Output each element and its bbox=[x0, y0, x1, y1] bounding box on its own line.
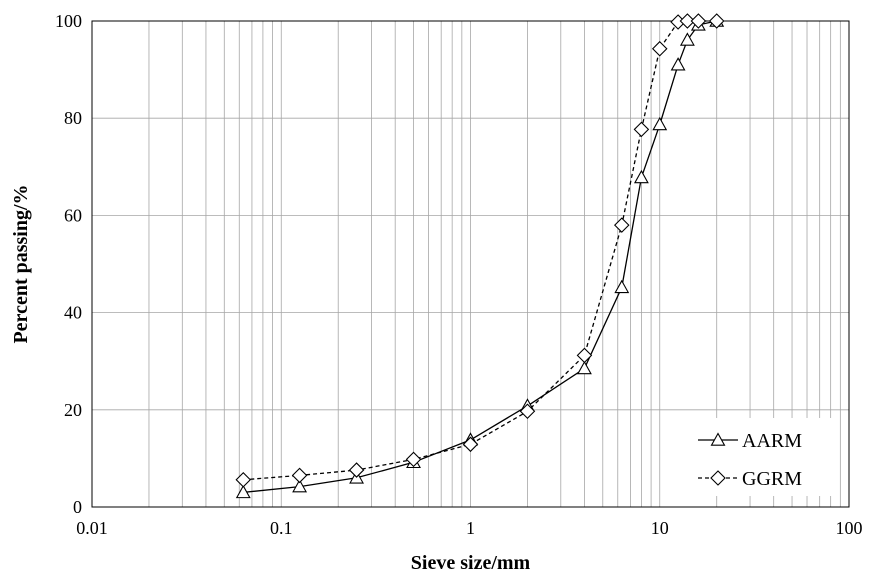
legend-entry: GGRM bbox=[698, 468, 802, 490]
series-ggrm bbox=[235, 13, 725, 488]
x-tick-label: 10 bbox=[651, 518, 669, 538]
y-tick-label: 40 bbox=[64, 303, 82, 323]
data-point-ggrm bbox=[708, 13, 725, 29]
data-point-ggrm bbox=[462, 436, 479, 453]
data-point-ggrm bbox=[519, 403, 536, 420]
data-point-aarm bbox=[235, 484, 251, 499]
legend-entry: AARM bbox=[698, 430, 802, 452]
legend-label: AARM bbox=[742, 430, 802, 452]
x-axis-tick-labels: 0.01 0.1 1 10 100 bbox=[76, 518, 862, 538]
data-series bbox=[235, 13, 725, 499]
data-point-ggrm bbox=[291, 467, 308, 484]
y-tick-label: 100 bbox=[55, 11, 82, 31]
data-point-ggrm bbox=[679, 13, 696, 29]
plot-area-frame bbox=[91, 20, 850, 508]
legend-label: GGRM bbox=[742, 468, 802, 490]
series-line-ggrm bbox=[243, 20, 717, 481]
data-point-aarm bbox=[670, 57, 686, 71]
data-point-ggrm bbox=[235, 472, 252, 488]
data-point-aarm bbox=[633, 169, 649, 184]
series-line-aarm bbox=[243, 20, 717, 494]
grid-lines bbox=[91, 20, 849, 508]
data-point-aarm bbox=[679, 32, 695, 46]
x-tick-label: 100 bbox=[836, 518, 863, 538]
x-tick-label: 0.01 bbox=[76, 518, 108, 538]
data-point-aarm bbox=[652, 116, 668, 131]
data-point-ggrm bbox=[348, 462, 365, 478]
data-point-ggrm bbox=[690, 13, 707, 29]
y-axis-tick-labels: 0 20 40 60 80 100 bbox=[55, 11, 82, 517]
series-aarm bbox=[235, 13, 725, 499]
data-point-ggrm bbox=[613, 217, 630, 233]
data-point-ggrm bbox=[576, 347, 593, 364]
x-tick-label: 0.1 bbox=[270, 518, 293, 538]
data-point-ggrm bbox=[405, 451, 422, 468]
y-tick-label: 60 bbox=[64, 205, 82, 225]
y-axis-title: Percent passing/% bbox=[10, 184, 32, 343]
data-point-aarm bbox=[614, 279, 630, 294]
data-point-aarm bbox=[577, 360, 592, 375]
y-tick-label: 0 bbox=[73, 497, 82, 517]
legend-marker bbox=[710, 470, 726, 486]
y-tick-label: 80 bbox=[64, 108, 82, 128]
x-axis-title: Sieve size/mm bbox=[411, 552, 531, 574]
y-tick-label: 20 bbox=[64, 400, 82, 420]
data-point-aarm bbox=[292, 478, 308, 493]
data-point-ggrm bbox=[651, 40, 668, 57]
legend-marker bbox=[710, 432, 726, 446]
data-point-ggrm bbox=[633, 121, 650, 138]
x-tick-label: 1 bbox=[466, 518, 475, 538]
legend: AARM GGRM bbox=[688, 418, 838, 496]
legend-box bbox=[688, 418, 838, 496]
